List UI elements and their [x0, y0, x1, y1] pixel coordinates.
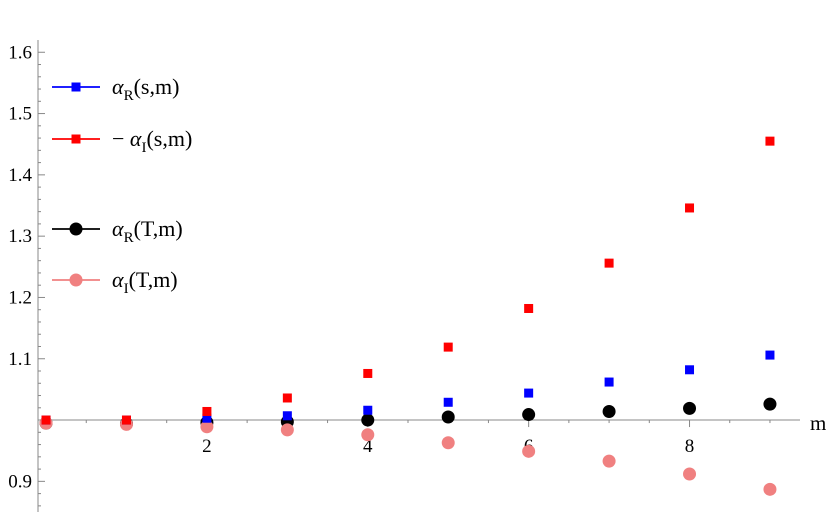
legend-label: αR(s,m): [112, 74, 179, 104]
legend-label: αI(T,m): [112, 267, 178, 297]
data-point-series-2: [202, 406, 212, 416]
data-point-series-1: [685, 365, 695, 375]
data-point-series-1: [202, 413, 212, 423]
data-point-series-1: [524, 388, 534, 398]
y-tick-label: 1.4: [8, 165, 32, 186]
data-point-series-3: [683, 401, 697, 415]
data-point-series-1: [363, 405, 373, 415]
data-point-series-2: [443, 342, 453, 352]
x-axis-label: m: [810, 411, 826, 435]
y-tick-label: 0.9: [8, 471, 32, 492]
legend-label: − αI(s,m): [112, 126, 192, 156]
data-point-series-3: [361, 413, 375, 427]
data-point-series-2: [685, 203, 695, 213]
data-point-series-4: [683, 467, 697, 481]
y-tick-label: 1.5: [8, 104, 32, 125]
data-point-series-1: [443, 397, 453, 407]
legend-marker: [69, 273, 83, 287]
data-point-series-1: [765, 350, 775, 360]
data-point-series-2: [524, 303, 534, 313]
data-point-series-2: [282, 393, 292, 403]
data-point-series-2: [765, 136, 775, 146]
data-point-series-2: [121, 415, 131, 425]
data-point-series-2: [604, 258, 614, 268]
y-tick-label: 1.3: [8, 226, 32, 247]
y-tick-label: 1.6: [8, 42, 32, 63]
data-point-series-1: [282, 411, 292, 421]
legend-marker: [69, 222, 83, 236]
legend-marker: [71, 134, 81, 144]
y-tick-label: 1.1: [8, 349, 32, 370]
data-point-series-3: [441, 410, 455, 424]
data-point-series-4: [361, 428, 375, 442]
data-point-series-4: [522, 444, 536, 458]
data-point-series-1: [604, 377, 614, 387]
data-point-series-2: [41, 415, 51, 425]
x-tick-label: 8: [685, 436, 695, 457]
data-point-series-2: [363, 368, 373, 378]
data-point-series-4: [602, 454, 616, 468]
legend-label: αR(T,m): [112, 216, 183, 246]
data-point-series-3: [522, 408, 536, 422]
data-point-series-4: [763, 482, 777, 496]
data-point-series-4: [200, 420, 214, 434]
x-tick-label: 4: [363, 436, 373, 457]
data-point-series-4: [280, 423, 294, 437]
data-point-series-4: [441, 436, 455, 450]
data-point-series-3: [602, 404, 616, 418]
x-tick-label: 2: [202, 436, 212, 457]
y-tick-label: 1.2: [8, 287, 32, 308]
legend-marker: [71, 82, 81, 92]
data-point-series-3: [763, 397, 777, 411]
